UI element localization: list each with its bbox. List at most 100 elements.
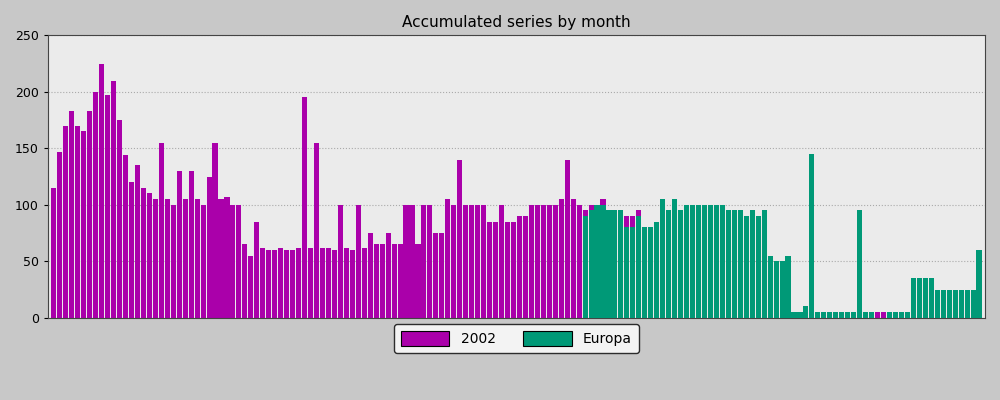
Bar: [600, 199, 606, 205]
Bar: [702, 205, 707, 318]
Bar: [630, 216, 635, 318]
Bar: [624, 227, 629, 318]
Bar: [499, 205, 504, 318]
Bar: [648, 227, 653, 318]
Bar: [117, 120, 122, 318]
Bar: [451, 205, 456, 318]
Bar: [69, 111, 74, 318]
Bar: [475, 205, 480, 318]
Bar: [971, 290, 976, 318]
Bar: [660, 199, 665, 318]
Bar: [314, 143, 319, 318]
Bar: [284, 250, 289, 318]
Bar: [821, 312, 826, 318]
Bar: [141, 188, 146, 318]
Bar: [756, 216, 761, 318]
Bar: [618, 210, 623, 318]
Bar: [923, 278, 928, 318]
Bar: [947, 290, 952, 318]
Bar: [869, 312, 874, 318]
Bar: [678, 210, 683, 318]
Bar: [201, 205, 206, 318]
Bar: [959, 290, 964, 318]
Bar: [959, 290, 964, 318]
Bar: [672, 199, 677, 318]
Bar: [589, 210, 594, 318]
Bar: [863, 312, 868, 318]
Bar: [224, 197, 230, 318]
Bar: [905, 312, 910, 318]
Bar: [833, 312, 838, 318]
Bar: [392, 244, 397, 318]
Bar: [75, 126, 80, 318]
Bar: [732, 210, 737, 318]
Bar: [111, 80, 116, 318]
Bar: [594, 205, 600, 318]
Bar: [207, 176, 212, 318]
Bar: [624, 216, 629, 318]
Bar: [427, 205, 432, 318]
Bar: [362, 248, 367, 318]
Bar: [159, 143, 164, 318]
Bar: [905, 312, 910, 318]
Bar: [129, 182, 134, 318]
Bar: [481, 205, 486, 318]
Bar: [768, 256, 773, 318]
Bar: [965, 290, 970, 318]
Bar: [851, 312, 856, 318]
Bar: [815, 312, 820, 318]
Bar: [708, 205, 713, 318]
Bar: [935, 290, 940, 318]
Bar: [899, 312, 904, 318]
Bar: [606, 210, 612, 318]
Bar: [851, 312, 856, 318]
Bar: [356, 205, 361, 318]
Bar: [218, 199, 224, 318]
Bar: [105, 95, 110, 318]
Bar: [93, 92, 98, 318]
Bar: [744, 216, 749, 318]
Bar: [941, 290, 946, 318]
Bar: [63, 126, 68, 318]
Bar: [654, 222, 659, 318]
Bar: [684, 205, 689, 318]
Bar: [242, 244, 247, 318]
Bar: [630, 216, 635, 227]
Bar: [600, 205, 606, 318]
Bar: [254, 222, 259, 318]
Bar: [398, 244, 403, 318]
Bar: [809, 154, 814, 318]
Bar: [785, 256, 791, 318]
Bar: [917, 278, 922, 318]
Title: Accumulated series by month: Accumulated series by month: [402, 15, 631, 30]
Bar: [666, 210, 671, 318]
Bar: [463, 205, 468, 318]
Bar: [648, 227, 653, 318]
Bar: [774, 261, 779, 318]
Legend: 2002, Europa: 2002, Europa: [394, 324, 639, 353]
Bar: [374, 244, 379, 318]
Bar: [320, 248, 325, 318]
Bar: [911, 278, 916, 318]
Bar: [469, 205, 474, 318]
Bar: [600, 199, 606, 318]
Bar: [791, 312, 797, 318]
Bar: [583, 216, 588, 318]
Bar: [636, 210, 641, 216]
Bar: [726, 210, 731, 318]
Bar: [976, 250, 982, 318]
Bar: [666, 210, 671, 318]
Bar: [929, 278, 934, 318]
Bar: [153, 199, 158, 318]
Bar: [708, 205, 713, 318]
Bar: [660, 199, 665, 318]
Bar: [338, 205, 343, 318]
Bar: [541, 205, 546, 318]
Bar: [523, 216, 528, 318]
Bar: [583, 210, 588, 318]
Bar: [302, 98, 307, 318]
Bar: [421, 205, 426, 318]
Bar: [529, 205, 534, 318]
Bar: [559, 199, 564, 318]
Bar: [123, 155, 128, 318]
